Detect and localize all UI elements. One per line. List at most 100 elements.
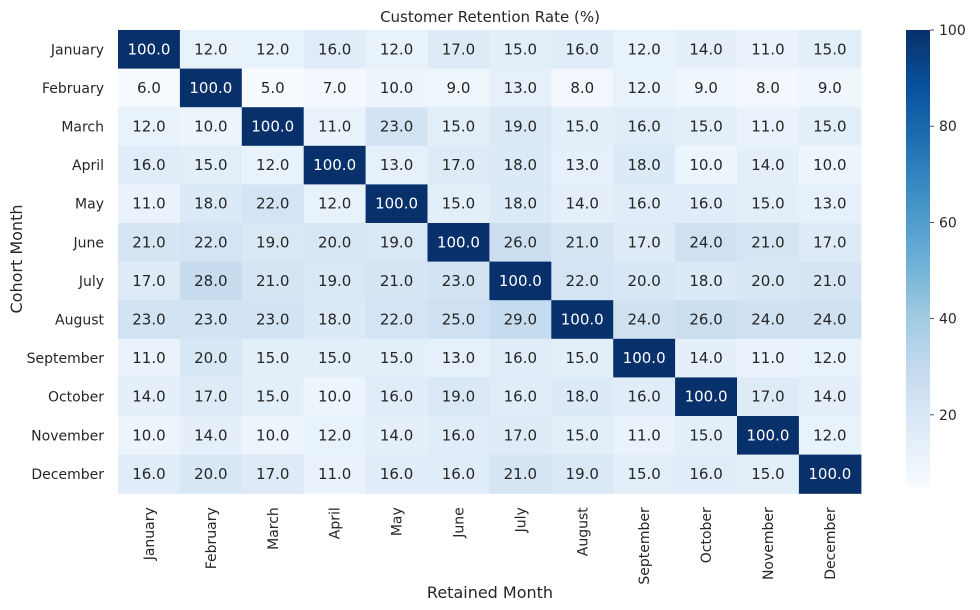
heatmap-cell [303, 145, 367, 185]
cell-value-label: 21.0 [751, 233, 784, 251]
heatmap-cell [365, 223, 429, 263]
cell-value-label: 17.0 [442, 40, 475, 58]
heatmap-cell [675, 30, 738, 70]
y-tick-label: December [31, 467, 104, 483]
heatmap-cell [489, 184, 552, 224]
heatmap-cell [179, 223, 243, 263]
y-tick-label: June [73, 235, 105, 251]
heatmap-cell [613, 377, 676, 417]
heatmap-cell [241, 107, 305, 147]
heatmap-cell [675, 223, 738, 263]
cell-value-label: 11.0 [751, 349, 784, 367]
heatmap-cell [303, 416, 367, 456]
heatmap-cell [737, 454, 800, 494]
heatmap-cell [179, 30, 243, 70]
cell-value-label: 100.0 [437, 233, 480, 251]
cell-value-label: 16.0 [442, 426, 475, 444]
heatmap-cell [675, 107, 738, 147]
heatmap-cell [241, 145, 305, 185]
cell-value-label: 17.0 [813, 233, 846, 251]
heatmap-cell [427, 107, 490, 147]
heatmap-cell [675, 454, 738, 494]
cell-value-label: 15.0 [256, 349, 289, 367]
cell-value-label: 14.0 [380, 426, 413, 444]
heatmap-cell [303, 223, 367, 263]
cell-value-label: 14.0 [566, 195, 599, 213]
heatmap-cell [365, 68, 429, 108]
chart-title: Customer Retention Rate (%) [380, 8, 600, 26]
cell-value-label: 12.0 [132, 118, 165, 136]
heatmap-cell [551, 300, 614, 340]
heatmap-cell [427, 184, 490, 224]
colorbar: 20 40 60 80 100 [906, 23, 966, 487]
cell-value-label: 16.0 [132, 465, 165, 483]
cell-value-label: 10.0 [256, 426, 289, 444]
heatmap-cell [613, 68, 676, 108]
heatmap-cell [613, 338, 676, 378]
cell-value-label: 16.0 [504, 349, 537, 367]
x-tick-label: September [637, 507, 653, 585]
cell-value-label: 15.0 [442, 118, 475, 136]
cell-value-label: 18.0 [318, 311, 351, 329]
heatmap-cell [737, 184, 800, 224]
heatmap-cell [675, 416, 738, 456]
y-tick-label: March [61, 120, 104, 136]
cell-value-label: 12.0 [627, 79, 660, 97]
cell-value-label: 15.0 [256, 388, 289, 406]
heatmap-cell [365, 377, 429, 417]
y-tick-label: April [72, 158, 104, 174]
cell-value-label: 23.0 [132, 311, 165, 329]
cell-value-label: 17.0 [132, 272, 165, 290]
cell-value-label: 10.0 [132, 426, 165, 444]
cell-value-label: 11.0 [318, 465, 351, 483]
heatmap-cell [551, 68, 614, 108]
cell-value-label: 22.0 [566, 272, 599, 290]
cell-value-label: 15.0 [813, 40, 846, 58]
cell-value-label: 16.0 [566, 40, 599, 58]
heatmap-cells: 100.0 12.0 12.0 16.0 12.0 17.0 15.0 16.0 12.0 14.… [118, 30, 862, 494]
cell-value-label: 11.0 [132, 195, 165, 213]
heatmap-cell [489, 261, 552, 301]
heatmap-cell [613, 223, 676, 263]
heatmap-cell [241, 338, 305, 378]
heatmap-cell [303, 30, 367, 70]
cell-value-label: 15.0 [318, 349, 351, 367]
cell-value-label: 100.0 [375, 195, 418, 213]
cell-value-label: 100.0 [499, 272, 542, 290]
cell-value-label: 10.0 [813, 156, 846, 174]
cell-value-label: 24.0 [689, 233, 722, 251]
x-tick-label: October [699, 507, 715, 563]
heatmap-cell [179, 377, 243, 417]
heatmap-cell [365, 261, 429, 301]
heatmap-cell [551, 145, 614, 185]
cell-value-label: 21.0 [504, 465, 537, 483]
cell-value-label: 15.0 [689, 118, 722, 136]
heatmap-cell [179, 454, 243, 494]
heatmap-cell [737, 68, 800, 108]
x-tick-label: January [142, 507, 158, 561]
cell-value-label: 18.0 [194, 195, 227, 213]
cell-value-label: 17.0 [194, 388, 227, 406]
cell-value-label: 16.0 [442, 465, 475, 483]
heatmap-cell [737, 145, 800, 185]
y-tick-labels: January February March April May June July Augu… [27, 42, 105, 483]
cell-value-label: 16.0 [380, 388, 413, 406]
cell-value-label: 19.0 [256, 233, 289, 251]
heatmap-cell [118, 30, 181, 70]
cell-value-label: 100.0 [313, 156, 356, 174]
cell-value-label: 5.0 [261, 79, 285, 97]
cell-value-label: 18.0 [627, 156, 660, 174]
cell-value-label: 13.0 [442, 349, 475, 367]
cell-value-label: 20.0 [627, 272, 660, 290]
heatmap-cell [613, 145, 676, 185]
cell-value-label: 19.0 [566, 465, 599, 483]
cell-value-label: 9.0 [694, 79, 718, 97]
heatmap-cell [241, 454, 305, 494]
heatmap-cell [427, 338, 490, 378]
heatmap-cell [303, 184, 367, 224]
heatmap-cell [551, 261, 614, 301]
heatmap-cell [798, 107, 862, 147]
cell-value-label: 24.0 [627, 311, 660, 329]
cell-value-label: 13.0 [813, 195, 846, 213]
colorbar-tick-label: 20 [939, 408, 957, 424]
